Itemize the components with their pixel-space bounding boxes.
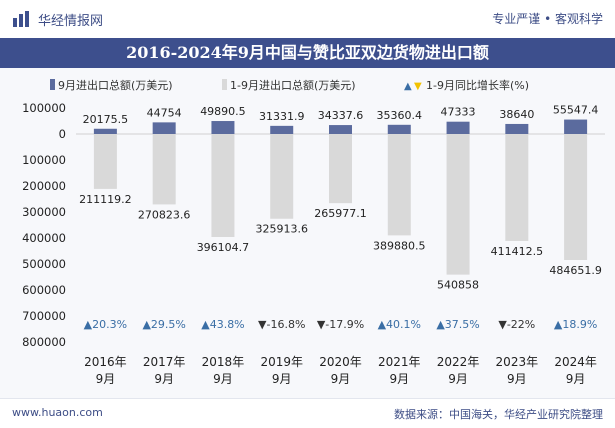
x-tick-label-month: 9月 xyxy=(448,372,468,386)
y-tick-label: 300000 xyxy=(22,205,66,219)
legend-label-monthly: 9月进出口总额(万美元) xyxy=(58,78,173,92)
data-label-monthly: 34337.6 xyxy=(318,109,364,122)
x-tick-label-year: 2023年 xyxy=(496,355,539,369)
data-label-monthly: 55547.4 xyxy=(553,104,599,117)
data-label-cumulative: 270823.6 xyxy=(138,208,191,221)
bar-monthly[interactable] xyxy=(211,121,235,134)
data-label-monthly: 31331.9 xyxy=(259,110,305,123)
data-label-monthly: 38640 xyxy=(499,108,534,121)
rate-label-up: ▲43.8% xyxy=(201,318,244,331)
bar-monthly[interactable] xyxy=(270,125,294,134)
data-label-monthly: 49890.5 xyxy=(200,105,246,118)
x-tick-label-month: 9月 xyxy=(96,372,116,386)
footer-bar: www.huaon.com 数据来源：中国海关，华经产业研究院整理 xyxy=(0,398,615,428)
bar-monthly[interactable] xyxy=(93,128,117,134)
bar-cumulative[interactable] xyxy=(387,134,411,236)
y-tick-label: 700000 xyxy=(22,309,66,323)
x-tick-label-month: 9月 xyxy=(272,372,292,386)
y-tick-label: 400000 xyxy=(22,231,66,245)
legend-label-rate: 1-9月同比增长率(%) xyxy=(426,78,529,92)
legend-swatch-cumulative xyxy=(222,79,227,90)
bar-cumulative[interactable] xyxy=(446,134,470,275)
bar-cumulative[interactable] xyxy=(211,134,235,237)
bar-cumulative[interactable] xyxy=(152,134,176,205)
x-tick-label-month: 9月 xyxy=(389,372,409,386)
y-tick-label: 500000 xyxy=(22,257,66,271)
rate-label-down: ▼-16.8% xyxy=(258,318,305,331)
bar-cumulative[interactable] xyxy=(564,134,588,261)
data-label-cumulative: 411412.5 xyxy=(491,245,544,258)
data-label-monthly: 44754 xyxy=(147,106,182,119)
x-tick-label-year: 2017年 xyxy=(143,355,186,369)
rate-label-down: ▼-22% xyxy=(498,318,535,331)
brand-tagline: 专业严谨 • 客观科学 xyxy=(492,12,603,26)
bar-cumulative[interactable] xyxy=(329,134,352,204)
bar-monthly[interactable] xyxy=(446,121,470,134)
legend-up-marker-icon: ▲ xyxy=(404,81,412,92)
data-label-cumulative: 211119.2 xyxy=(79,193,132,206)
chart-area: 9月进出口总额(万美元) 1-9月进出口总额(万美元) ▲ ▼ 1-9月同比增长率(%)… xyxy=(22,78,605,386)
bar-cumulative[interactable] xyxy=(270,134,294,219)
x-tick-label-month: 9月 xyxy=(213,372,233,386)
rate-label-up: ▲20.3% xyxy=(84,318,127,331)
brand-logo-icon xyxy=(13,11,29,27)
legend-label-cumulative: 1-9月进出口总额(万美元) xyxy=(230,78,356,92)
bar-monthly[interactable] xyxy=(564,119,588,134)
header-bar: 华经情报网 专业严谨 • 客观科学 xyxy=(0,0,615,38)
rate-label-up: ▲29.5% xyxy=(142,318,185,331)
rate-label-up: ▲40.1% xyxy=(378,318,421,331)
y-tick-label: 0 xyxy=(59,127,66,141)
bar-cumulative[interactable] xyxy=(93,134,117,189)
data-label-cumulative: 265977.1 xyxy=(314,207,367,220)
bar-monthly[interactable] xyxy=(152,122,176,134)
y-tick-label: 800000 xyxy=(22,335,66,349)
y-tick-label: 200000 xyxy=(22,179,66,193)
bar-monthly[interactable] xyxy=(505,123,529,134)
y-tick-label: 100000 xyxy=(22,153,66,167)
x-tick-label-year: 2022年 xyxy=(437,355,480,369)
x-tick-label-month: 9月 xyxy=(331,372,351,386)
x-tick-label-month: 9月 xyxy=(566,372,586,386)
x-tick-label-year: 2019年 xyxy=(260,355,303,369)
x-tick-label-month: 9月 xyxy=(507,372,527,386)
x-tick-label-year: 2021年 xyxy=(378,355,421,369)
x-tick-label-year: 2016年 xyxy=(84,355,127,369)
data-label-cumulative: 396104.7 xyxy=(197,241,250,254)
rate-label-up: ▲18.9% xyxy=(554,318,597,331)
data-label-monthly: 35360.4 xyxy=(377,109,423,122)
data-label-cumulative: 389880.5 xyxy=(373,239,426,252)
footer-source: 数据来源：中国海关，华经产业研究院整理 xyxy=(394,408,603,421)
y-tick-label: 100000 xyxy=(22,101,66,115)
bar-monthly[interactable] xyxy=(329,125,352,134)
footer-url[interactable]: www.huaon.com xyxy=(12,406,103,419)
data-label-cumulative: 484651.9 xyxy=(549,264,602,277)
rate-label-down: ▼-17.9% xyxy=(317,318,364,331)
legend-down-marker-icon: ▼ xyxy=(414,81,422,92)
x-tick-label-year: 2018年 xyxy=(202,355,245,369)
x-tick-label-month: 9月 xyxy=(154,372,174,386)
bar-monthly[interactable] xyxy=(387,124,411,134)
x-tick-label-year: 2020年 xyxy=(319,355,362,369)
bar-cumulative[interactable] xyxy=(505,134,529,241)
data-label-monthly: 47333 xyxy=(441,106,476,119)
brand-name: 华经情报网 xyxy=(38,14,104,29)
data-label-cumulative: 540858 xyxy=(437,279,479,292)
data-label-cumulative: 325913.6 xyxy=(255,223,308,236)
x-tick-label-year: 2024年 xyxy=(554,355,597,369)
data-label-monthly: 20175.5 xyxy=(83,113,129,126)
legend-swatch-monthly xyxy=(50,79,55,90)
rate-label-up: ▲37.5% xyxy=(436,318,479,331)
chart-title: 2016-2024年9月中国与赞比亚双边货物进出口额 xyxy=(0,38,615,68)
y-tick-label: 600000 xyxy=(22,283,66,297)
